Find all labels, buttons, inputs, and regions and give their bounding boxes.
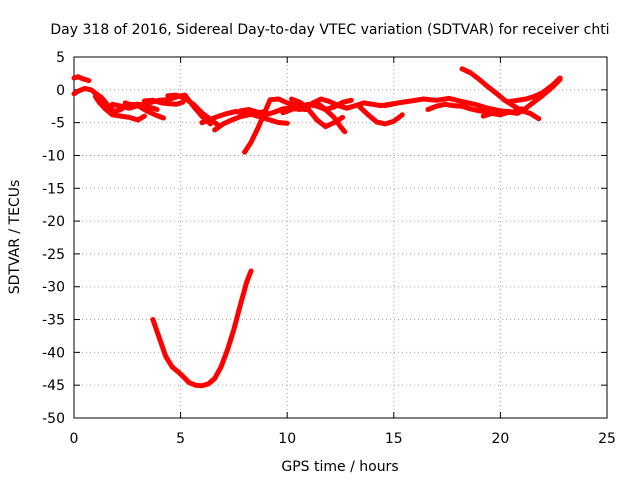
series-line-arc-1 <box>71 74 92 84</box>
plot-frame <box>73 56 608 419</box>
series-group <box>71 66 563 389</box>
y-tick-label: -45 <box>42 378 65 394</box>
series-line-arc-3 <box>92 93 147 123</box>
x-tick-label: 0 <box>70 431 79 447</box>
series-line-arc-13 <box>289 96 346 130</box>
x-tick-label: 20 <box>491 431 509 447</box>
y-tick-label: -35 <box>42 313 65 329</box>
series-line-arc-6 <box>141 97 186 107</box>
series-line-arc-17 <box>382 95 525 115</box>
y-tick-label: -40 <box>42 345 65 361</box>
x-axis-title: GPS time / hours <box>281 459 398 475</box>
series-line-arc-19 <box>459 66 542 122</box>
series-line-arc-18 <box>425 101 491 115</box>
x-tick-label: 25 <box>598 431 616 447</box>
y-tick-label: -50 <box>42 411 65 427</box>
y-tick-label: -5 <box>51 116 65 132</box>
y-tick-label: -30 <box>42 280 65 296</box>
series-line-arc-22 <box>150 268 254 389</box>
y-axis-title: SDTVAR / TECUs <box>7 180 23 295</box>
y-tick-label: -15 <box>42 181 65 197</box>
series-line-arc-21 <box>506 75 563 105</box>
y-tick-label: -10 <box>42 148 65 164</box>
chart-title: Day 318 of 2016, Sidereal Day-to-day VTE… <box>50 22 609 38</box>
series-line-arc-15 <box>314 100 348 135</box>
grid <box>74 57 607 418</box>
y-tick-label: -20 <box>42 214 65 230</box>
series-line-arc-8 <box>199 109 290 126</box>
y-tick-label: 0 <box>56 83 65 99</box>
x-tick-label: 5 <box>176 431 185 447</box>
x-tick-label: 15 <box>385 431 403 447</box>
x-tick-label: 10 <box>278 431 296 447</box>
series-line-arc-16 <box>357 104 405 127</box>
series-line-arc-14 <box>301 96 397 112</box>
axis-ticks: 0 5 10 15 20 25 5 0 -5 -10 -15 -20 -25 -30 -35 -40 -45 -5… <box>42 50 616 447</box>
y-tick-label: -25 <box>42 247 65 263</box>
y-tick-label: 5 <box>56 50 65 66</box>
